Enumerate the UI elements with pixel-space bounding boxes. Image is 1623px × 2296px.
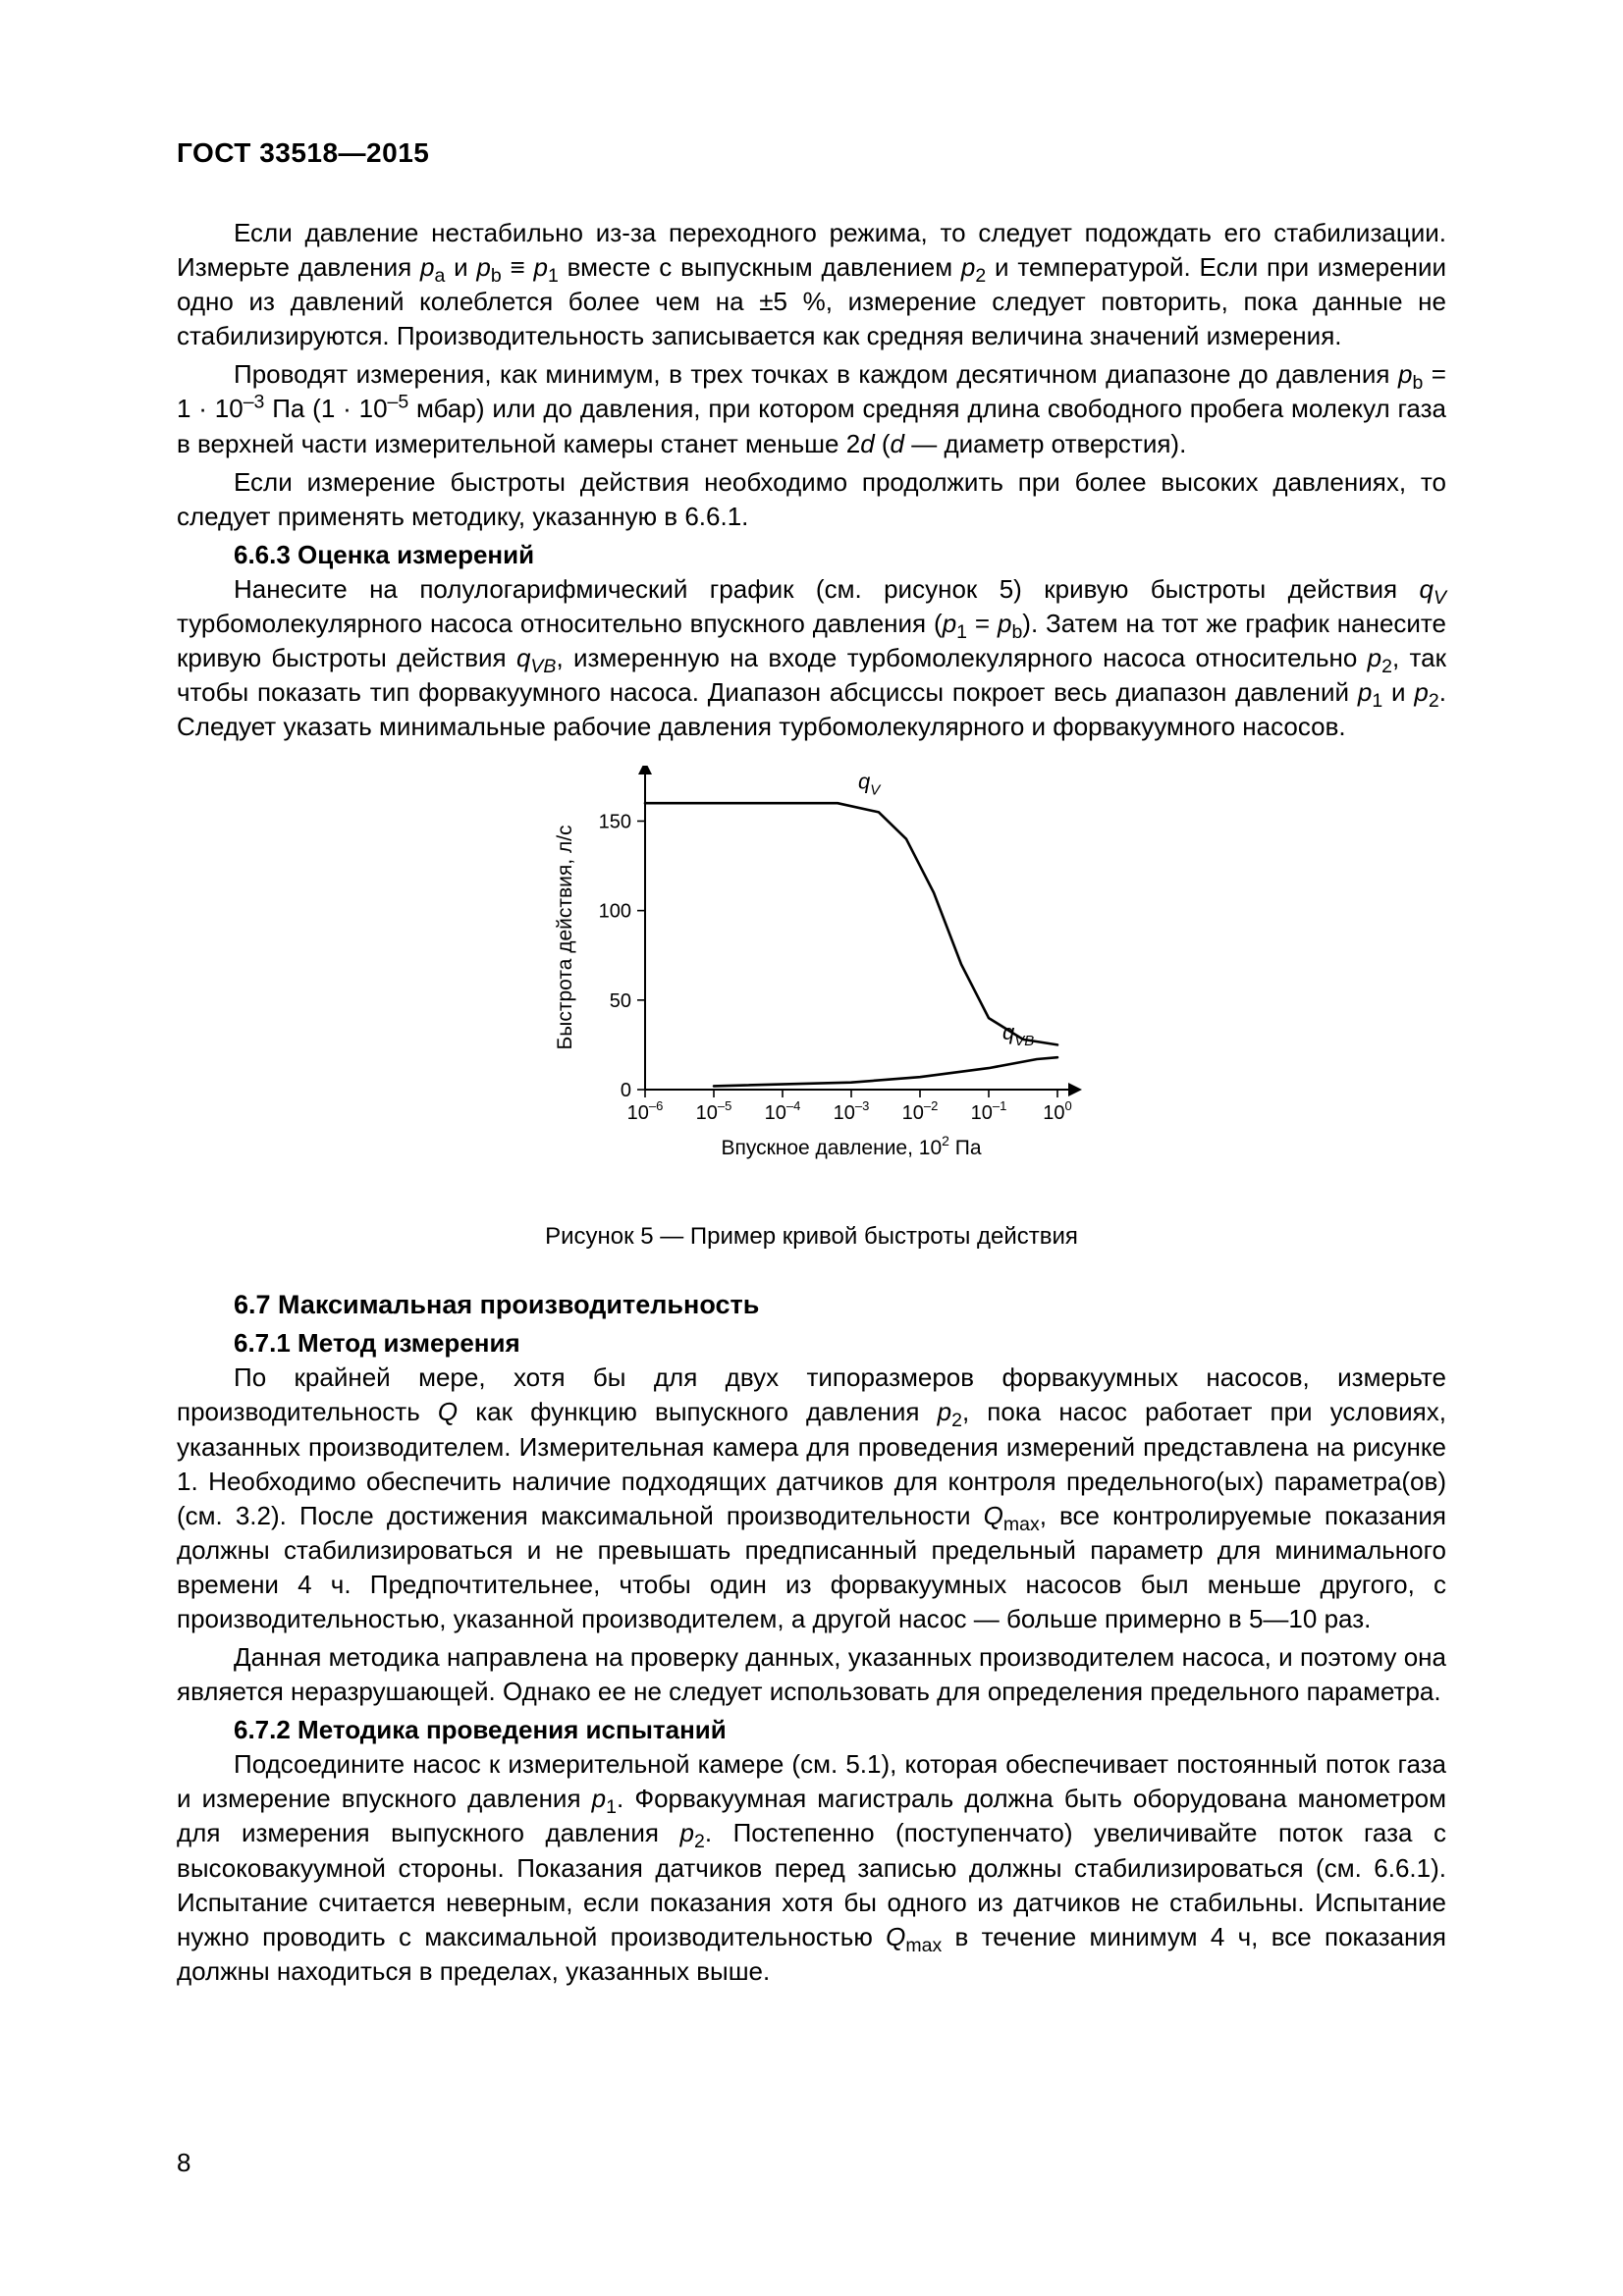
- paragraph: Нанесите на полулогарифмический график (…: [177, 572, 1446, 744]
- svg-text:10–3: 10–3: [833, 1098, 869, 1124]
- section-heading: 6.7 Максимальная производительность: [177, 1290, 1446, 1320]
- svg-text:10–4: 10–4: [764, 1098, 800, 1124]
- page-number: 8: [177, 2148, 190, 2178]
- paragraph: Подсоедините насос к измерительной камер…: [177, 1747, 1446, 1989]
- svg-text:qVB: qVB: [1002, 1020, 1034, 1049]
- paragraph: Проводят измерения, как минимум, в трех …: [177, 357, 1446, 460]
- doc-header: ГОСТ 33518—2015: [177, 137, 1446, 169]
- svg-text:50: 50: [609, 990, 630, 1012]
- paragraph: Данная методика направлена на проверку д…: [177, 1640, 1446, 1709]
- page: ГОСТ 33518—2015 Если давление нестабильн…: [0, 0, 1623, 2296]
- svg-text:150: 150: [598, 812, 630, 833]
- svg-text:10–2: 10–2: [901, 1098, 938, 1124]
- svg-text:100: 100: [1043, 1098, 1071, 1124]
- paragraph: По крайней мере, хотя бы для двух типора…: [177, 1361, 1446, 1636]
- section-heading: 6.7.1 Метод измерения: [177, 1328, 1446, 1359]
- svg-text:qV: qV: [858, 770, 882, 799]
- svg-text:Впускное давление, 102 Па: Впускное давление, 102 Па: [721, 1133, 981, 1159]
- figure-caption: Рисунок 5 — Пример кривой быстроты дейст…: [545, 1223, 1078, 1251]
- svg-text:0: 0: [620, 1080, 630, 1101]
- section-heading: 6.7.2 Методика проведения испытаний: [177, 1715, 1446, 1745]
- section-heading: 6.6.3 Оценка измерений: [177, 540, 1446, 570]
- paragraph: Если измерение быстроты действия необход…: [177, 465, 1446, 534]
- svg-text:10–6: 10–6: [626, 1098, 663, 1124]
- svg-text:10–1: 10–1: [970, 1098, 1006, 1124]
- pumping-speed-chart: 0 50 100 150 10–6 10–5 10–4 10–3 10–2 10–1 100 qV qV…: [537, 766, 1087, 1188]
- figure-5: 0 50 100 150 10–6 10–5 10–4 10–3 10–2 10–1 100 qV qV…: [177, 766, 1446, 1251]
- svg-text:10–5: 10–5: [695, 1098, 731, 1124]
- paragraph: Если давление нестабильно из-за переходн…: [177, 216, 1446, 353]
- svg-text:100: 100: [598, 901, 630, 923]
- svg-text:Быстрота действия, л/с: Быстрота действия, л/с: [554, 826, 576, 1050]
